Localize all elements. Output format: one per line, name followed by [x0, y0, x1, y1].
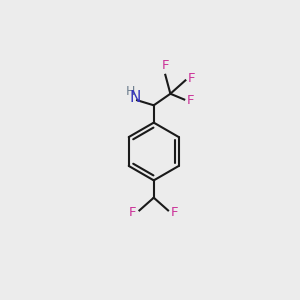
Text: F: F — [187, 94, 194, 107]
Text: F: F — [162, 59, 169, 72]
Text: F: F — [171, 206, 178, 219]
Text: F: F — [188, 72, 196, 85]
Text: H: H — [126, 85, 135, 98]
Text: N: N — [130, 90, 141, 105]
Text: F: F — [129, 206, 137, 219]
